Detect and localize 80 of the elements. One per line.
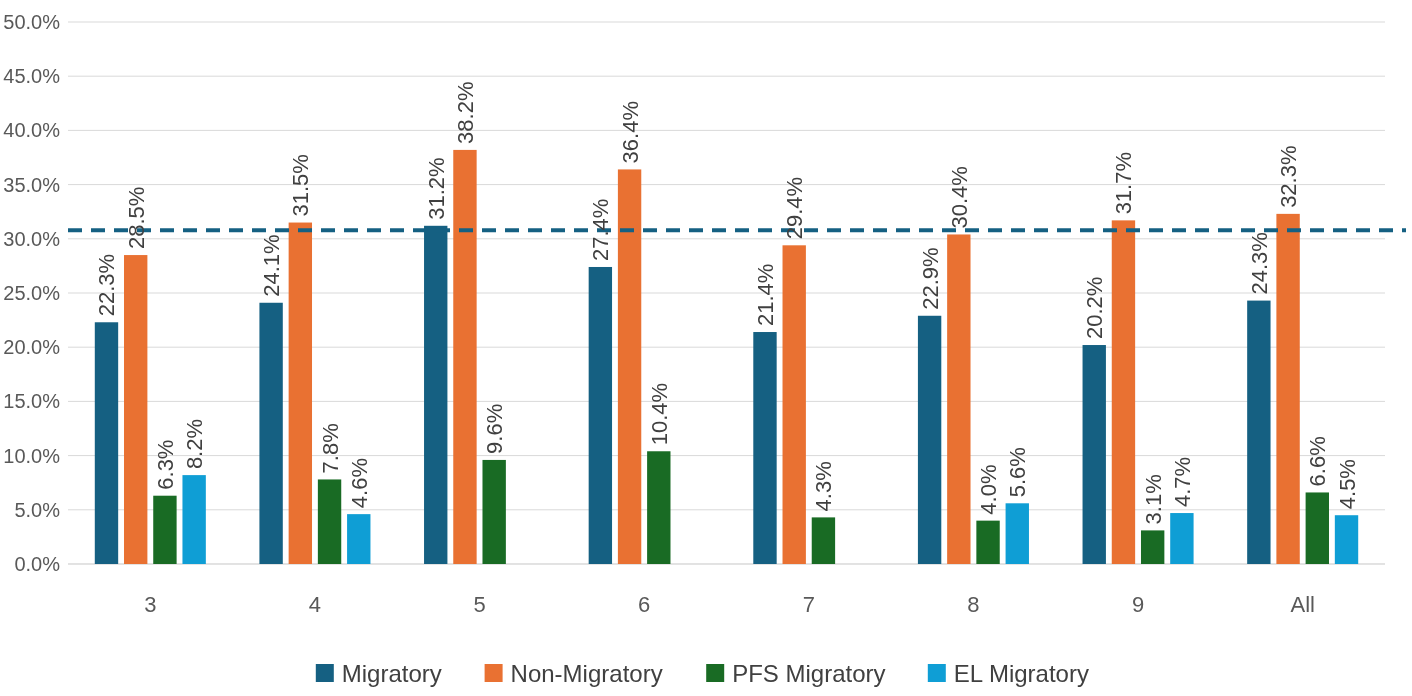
bar [782, 245, 806, 564]
data-label: 4.6% [346, 457, 372, 509]
x-tick-label: 5 [473, 592, 486, 617]
bar [94, 322, 119, 564]
data-label: 4.5% [1334, 459, 1360, 510]
y-tick-label: 40.0% [3, 119, 61, 142]
data-label: 6.3% [152, 439, 178, 490]
data-label: 29.4% [782, 176, 808, 240]
bar [647, 451, 671, 564]
bar [1082, 345, 1106, 564]
x-tick-label: 9 [1131, 592, 1145, 617]
data-label: 32.3% [1276, 145, 1302, 208]
bar [317, 479, 342, 564]
bar [917, 315, 942, 564]
y-tick-label: 50.0% [3, 11, 61, 33]
data-label: 7.8% [317, 423, 343, 474]
bar [588, 266, 613, 564]
y-tick-label: 0.0% [14, 553, 61, 575]
data-label: 4.3% [811, 461, 837, 512]
data-label: 4.7% [1169, 456, 1195, 508]
bar [1140, 530, 1165, 564]
data-label: 24.1% [259, 234, 285, 297]
bar [1005, 503, 1029, 564]
bar [453, 149, 477, 564]
data-label: 3.1% [1140, 474, 1166, 525]
y-tick-label: 45.0% [3, 65, 61, 88]
bar [617, 169, 642, 564]
bar [753, 332, 777, 564]
legend-label: Migratory [341, 660, 442, 687]
data-label: 38.2% [452, 81, 478, 144]
bar [1247, 300, 1271, 564]
bar [1170, 513, 1194, 564]
data-label: 28.5% [123, 186, 149, 250]
data-label: 31.7% [1111, 151, 1137, 215]
x-tick-label: 3 [144, 592, 157, 617]
data-label: 4.0% [976, 464, 1002, 515]
y-tick-label: 30.0% [3, 227, 61, 250]
data-label: 31.2% [423, 157, 449, 220]
bar [1276, 213, 1300, 564]
bar [1334, 515, 1359, 564]
bar [947, 234, 971, 564]
bar [182, 475, 206, 564]
data-label: 30.4% [946, 166, 972, 229]
legend-label: PFS Migratory [732, 660, 886, 687]
data-label: 27.4% [588, 198, 614, 261]
bar [811, 517, 836, 564]
x-tick-label: 6 [638, 592, 651, 617]
y-tick-label: 15.0% [3, 390, 61, 413]
data-label: 8.2% [182, 418, 208, 470]
x-tick-label: 7 [802, 592, 815, 617]
y-tick-label: 10.0% [3, 444, 61, 467]
bar [347, 514, 371, 564]
data-label: 6.6% [1305, 436, 1331, 487]
data-label: 22.9% [917, 247, 943, 310]
bar [482, 459, 506, 564]
bar [1111, 220, 1136, 564]
data-label: 9.6% [482, 403, 508, 454]
data-label: 36.4% [617, 101, 643, 164]
data-label: 20.2% [1082, 276, 1108, 340]
y-tick-label: 25.0% [3, 282, 61, 304]
bar [976, 520, 1000, 564]
data-label: 24.3% [1246, 232, 1272, 295]
y-tick-label: 20.0% [3, 336, 61, 359]
x-tick-label: 4 [308, 592, 322, 617]
y-tick-label: 35.0% [3, 173, 61, 196]
bar [1305, 492, 1329, 564]
data-label: 31.5% [288, 154, 314, 217]
data-label: 5.6% [1005, 447, 1031, 498]
x-tick-label: All [1290, 592, 1315, 617]
legend-label: Non-Migratory [510, 660, 663, 687]
bar [124, 255, 148, 564]
bar [259, 302, 283, 564]
bar [153, 495, 177, 564]
y-tick-label: 5.0% [14, 498, 61, 521]
data-label: 21.4% [752, 263, 778, 327]
data-label: 10.4% [646, 382, 672, 446]
data-label: 22.3% [94, 253, 120, 317]
x-tick-label: 8 [967, 592, 980, 617]
legend-label: EL Migratory [953, 660, 1089, 687]
bar [288, 222, 313, 564]
